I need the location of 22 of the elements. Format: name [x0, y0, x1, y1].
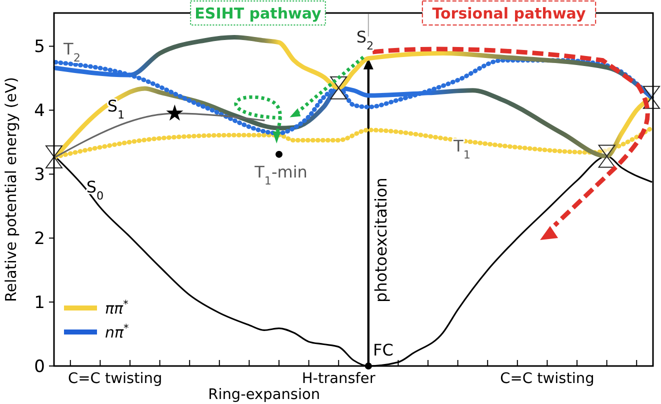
y-tick-label: 4 [34, 101, 45, 122]
y-axis-title: Relative potential energy (eV) [2, 77, 20, 302]
x-tick-label: Ring-expansion [208, 387, 320, 403]
y-tick-label: 3 [34, 165, 45, 186]
annotation: photoexcitation [372, 178, 391, 302]
y-tick-label: 2 [34, 229, 45, 250]
legend-label: ππ$^{*}$ [105, 298, 128, 318]
y-tick-label: 5 [34, 37, 45, 58]
annotation: Torsional pathway [432, 4, 586, 22]
annotation: ESIHT pathway [194, 4, 322, 22]
annotation: S$_{2}$ [356, 28, 374, 52]
x-tick-label: H-transfer [302, 371, 376, 387]
y-tick-label: 0 [34, 356, 45, 377]
legend-label: nπ$^{*}$ [105, 322, 129, 342]
annotation: T$_{1}$-min [254, 162, 308, 188]
y-tick-label: 1 [34, 293, 45, 313]
annotation: T$_{2}$ [62, 40, 80, 64]
annotation: S$_{0}$ [86, 178, 104, 202]
annotation: T$_{1}$ [452, 136, 470, 162]
annotation: FC [373, 340, 394, 360]
x-tick-label: C=C twisting [500, 371, 594, 387]
x-tick-label: C=C twisting [68, 371, 162, 387]
